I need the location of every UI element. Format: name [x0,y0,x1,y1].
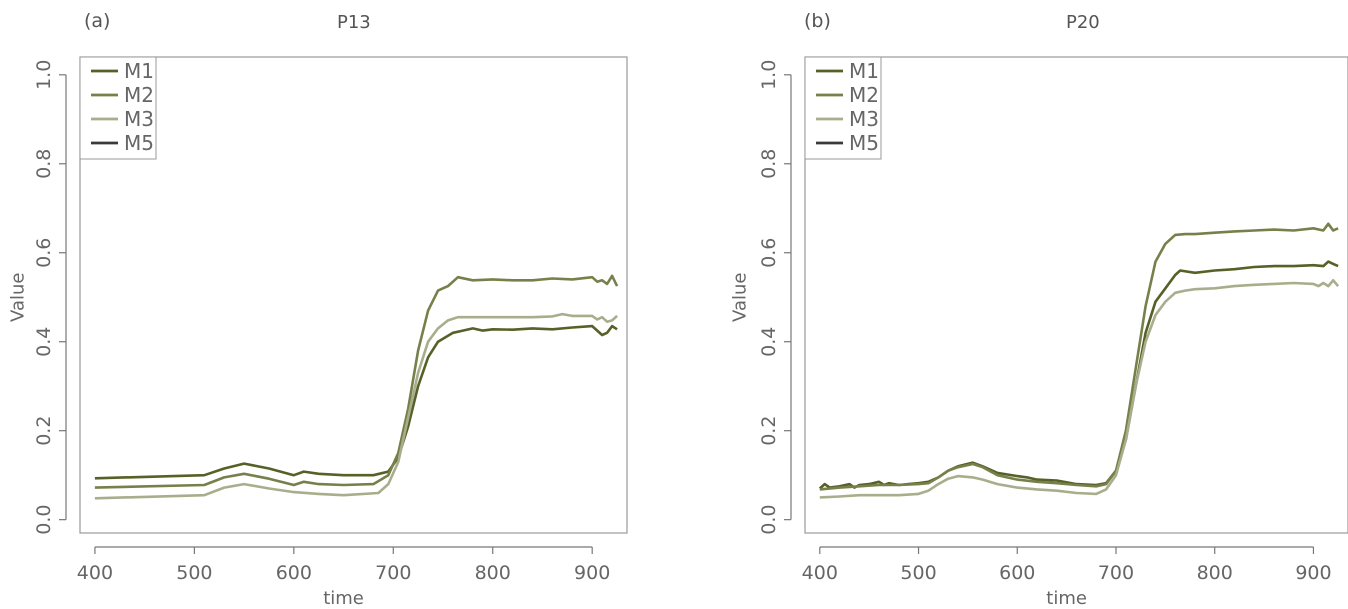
panel-label: (b) [804,10,831,32]
legend-label: M3 [849,107,879,131]
x-tick-label: 900 [1295,562,1331,584]
x-tick-label: 700 [375,562,411,584]
x-axis-label: time [1046,588,1087,609]
legend-label: M2 [849,83,879,107]
series-line-m2 [819,222,1339,491]
plot-frame [79,56,628,534]
series-line-m3 [819,279,1340,499]
y-tick-label: 0.4 [33,327,55,357]
y-tick-label: 0.2 [33,416,55,446]
plot-frame [804,56,1348,534]
y-axis-label: Value [730,273,751,322]
x-tick-label: 600 [276,562,312,584]
y-tick-label: 0.8 [758,149,780,179]
y-tick-label: 0.0 [758,505,780,535]
y-tick-label: 1.0 [33,60,55,90]
x-tick-label: 400 [802,562,838,584]
series-line-m2 [94,274,619,489]
y-tick-label: 1.0 [758,60,780,90]
panel-label: (a) [84,10,111,32]
chart-panel-b: (b) P20 400 500 600 700 800 900 time 0.0 0.2 0.4 0… [674,0,1348,609]
x-axis-label: time [323,588,364,609]
y-tick-label: 0.6 [33,238,55,268]
chart-title: P20 [1066,12,1100,33]
chart-panel-a: (a) P13 400 500 600 700 800 900 time 0.0 0.2 0.4 0… [8,10,628,609]
chart-title: P13 [337,12,371,33]
series-line-m3 [94,312,618,500]
y-tick-label: 0.6 [758,238,780,268]
legend-label: M3 [124,107,154,131]
legend-label: M5 [124,131,154,155]
x-tick-label: 800 [1197,562,1233,584]
x-tick-label: 400 [77,562,113,584]
y-axis-label: Value [8,273,29,322]
legend-label: M2 [124,83,154,107]
x-tick-label: 900 [574,562,610,584]
legend-label: M1 [849,59,879,83]
legend-label: M1 [124,59,154,83]
x-tick-label: 500 [900,562,936,584]
x-tick-label: 600 [999,562,1035,584]
series-line-m1 [818,260,1339,490]
y-tick-label: 0.2 [758,416,780,446]
line-chart: 400 500 600 700 800 900 time 0.0 0.2 0.4 0.6 0.8 1.0… [730,56,1348,609]
y-tick-label: 0.4 [758,327,780,357]
line-chart: 400 500 600 700 800 900 time 0.0 0.2 0.4 0.6 0.8 1.0… [8,56,628,609]
y-tick-label: 0.8 [33,149,55,179]
y-tick-label: 0.0 [33,505,55,535]
x-tick-label: 500 [176,562,212,584]
series-line-m1 [94,324,618,480]
legend-label: M5 [849,131,879,155]
x-tick-label: 700 [1098,562,1134,584]
x-tick-label: 800 [475,562,511,584]
